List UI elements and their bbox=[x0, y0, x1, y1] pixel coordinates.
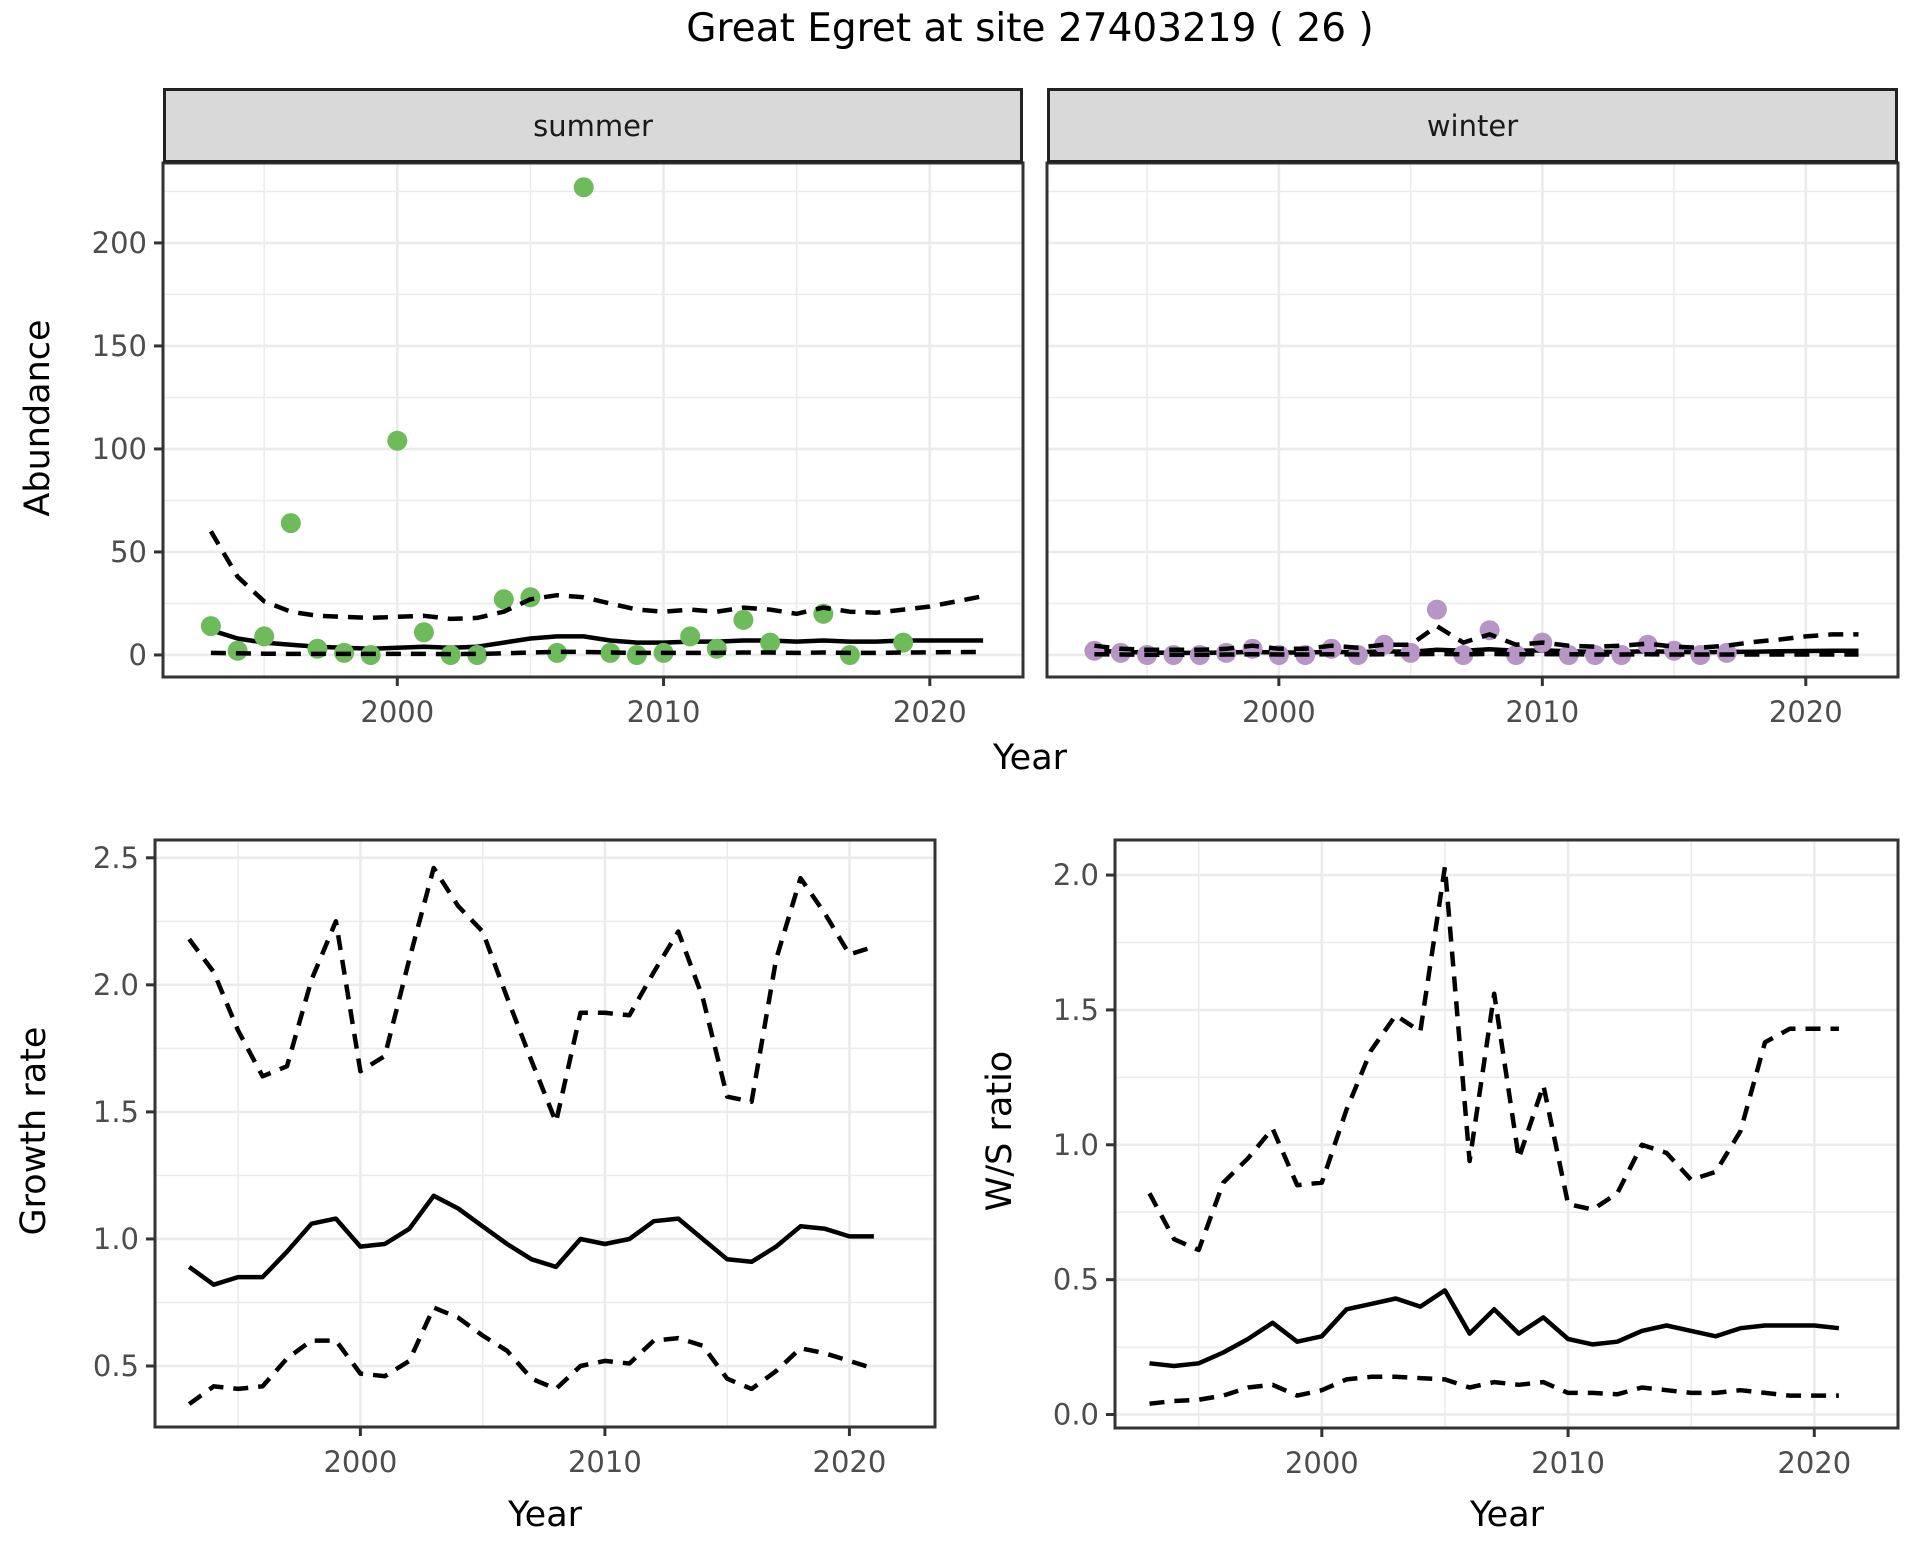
x-tick-label: 2010 bbox=[1505, 695, 1579, 729]
y-tick-label: 2.0 bbox=[93, 968, 139, 1002]
axis-ticks: 2000 2010 2020 0.5 1.0 1.5 2.0 2.5 bbox=[93, 841, 886, 1479]
x-tick-label: 2000 bbox=[1242, 695, 1316, 729]
fit-lower-line bbox=[210, 649, 984, 657]
y-tick-label: 0.5 bbox=[1053, 1263, 1099, 1297]
panel-background bbox=[163, 163, 1023, 677]
gridlines bbox=[163, 163, 1023, 677]
y-tick-label: 0.0 bbox=[1053, 1398, 1099, 1432]
y-tick-label: 2.5 bbox=[93, 841, 139, 875]
fit-upper-line bbox=[187, 865, 875, 1125]
y-tick-label: 1.5 bbox=[1053, 993, 1099, 1027]
y-axis-title-abundance: Abundance bbox=[18, 319, 58, 517]
y-axis-title-ws-ratio: W/S ratio bbox=[980, 1050, 1020, 1212]
y-tick-label: 100 bbox=[92, 432, 147, 466]
data-point bbox=[493, 589, 514, 610]
x-tick-label: 2020 bbox=[1769, 695, 1843, 729]
y-tick-label: 150 bbox=[92, 329, 147, 363]
y-tick-label: 1.5 bbox=[93, 1095, 139, 1129]
x-axis-title-ws-ratio: Year bbox=[1469, 1495, 1545, 1535]
data-point bbox=[1426, 599, 1447, 620]
y-tick-label: 1.0 bbox=[1053, 1128, 1099, 1162]
observation-points bbox=[200, 177, 914, 665]
data-point bbox=[1453, 645, 1474, 665]
data-point bbox=[547, 642, 568, 663]
y-tick-label: 200 bbox=[92, 226, 147, 260]
fit-lower-line bbox=[1094, 651, 1859, 658]
data-point bbox=[413, 622, 434, 643]
x-axis-title-abundance: Year bbox=[992, 738, 1068, 778]
x-tick-label: 2010 bbox=[627, 695, 701, 729]
axis-ticks: 2000 2010 2020 bbox=[1242, 677, 1843, 729]
data-point bbox=[893, 632, 914, 653]
data-point bbox=[1374, 634, 1395, 655]
panel-abundance-winter: 2000 2010 2020 bbox=[1045, 161, 1900, 729]
y-tick-label: 50 bbox=[110, 535, 147, 569]
y-axis-title-growth-rate: Growth rate bbox=[14, 1026, 54, 1236]
x-tick-label: 2010 bbox=[568, 1445, 642, 1479]
data-point bbox=[573, 177, 594, 198]
data-point bbox=[254, 626, 275, 647]
data-point bbox=[680, 626, 701, 647]
data-point bbox=[760, 632, 781, 653]
panel-border bbox=[153, 838, 937, 1429]
panel-border bbox=[161, 161, 1025, 679]
panel-abundance-summer: 2000 2010 2020 0 50 100 150 200 bbox=[92, 161, 1025, 729]
data-point bbox=[1637, 634, 1658, 655]
data-point bbox=[1400, 642, 1421, 663]
gridlines bbox=[1115, 840, 1898, 1428]
data-point bbox=[1084, 640, 1105, 661]
y-tick-label: 0 bbox=[129, 638, 147, 672]
panel-growth-rate: 2000 2010 2020 0.5 1.0 1.5 2.0 2.5 bbox=[93, 838, 937, 1479]
facet-strip-winter: winter bbox=[1047, 88, 1898, 163]
facet-strip-summer-label: summer bbox=[533, 108, 653, 143]
panel-background bbox=[1115, 840, 1898, 1428]
y-tick-label: 1.0 bbox=[93, 1222, 139, 1256]
panel-ws-ratio: 2000 2010 2020 0.0 0.5 1.0 1.5 2.0 bbox=[1053, 838, 1900, 1480]
data-point bbox=[200, 616, 221, 637]
fit-mean-line bbox=[1149, 1288, 1840, 1369]
data-point bbox=[387, 430, 408, 451]
x-tick-label: 2000 bbox=[1285, 1446, 1359, 1480]
facet-strip-winter-label: winter bbox=[1426, 108, 1519, 143]
chart-title: Great Egret at site 27403219 ( 26 ) bbox=[686, 6, 1374, 51]
fit-upper-line bbox=[208, 530, 984, 622]
x-tick-label: 2020 bbox=[893, 695, 967, 729]
x-tick-label: 2020 bbox=[813, 1445, 887, 1479]
x-tick-label: 2000 bbox=[360, 695, 434, 729]
data-point bbox=[1558, 645, 1579, 665]
axis-ticks: 2000 2010 2020 0 50 100 150 200 bbox=[92, 226, 967, 729]
axis-ticks: 2000 2010 2020 0.0 0.5 1.0 1.5 2.0 bbox=[1053, 858, 1851, 1480]
y-tick-label: 2.0 bbox=[1053, 858, 1099, 892]
data-point bbox=[280, 513, 301, 534]
fit-lower-line bbox=[1149, 1374, 1839, 1406]
x-tick-label: 2000 bbox=[323, 1445, 397, 1479]
x-axis-title-growth-rate: Year bbox=[507, 1495, 583, 1535]
data-point bbox=[467, 645, 488, 665]
x-tick-label: 2010 bbox=[1531, 1446, 1605, 1480]
data-point bbox=[733, 609, 754, 630]
panel-background bbox=[1047, 163, 1898, 677]
data-point bbox=[600, 642, 621, 663]
panel-background bbox=[155, 840, 935, 1427]
fit-lower-line bbox=[187, 1305, 875, 1406]
fit-upper-line bbox=[1094, 623, 1859, 653]
fit-upper-line bbox=[1147, 864, 1839, 1253]
fit-mean-line bbox=[187, 1193, 874, 1287]
x-tick-label: 2020 bbox=[1777, 1446, 1851, 1480]
y-tick-label: 0.5 bbox=[93, 1349, 139, 1383]
panel-border bbox=[1113, 838, 1900, 1430]
data-point bbox=[227, 640, 248, 661]
panel-border bbox=[1045, 161, 1900, 679]
data-point bbox=[1506, 645, 1526, 665]
gridlines bbox=[155, 840, 935, 1427]
data-point bbox=[706, 638, 727, 659]
facet-strip-summer: summer bbox=[163, 88, 1023, 163]
